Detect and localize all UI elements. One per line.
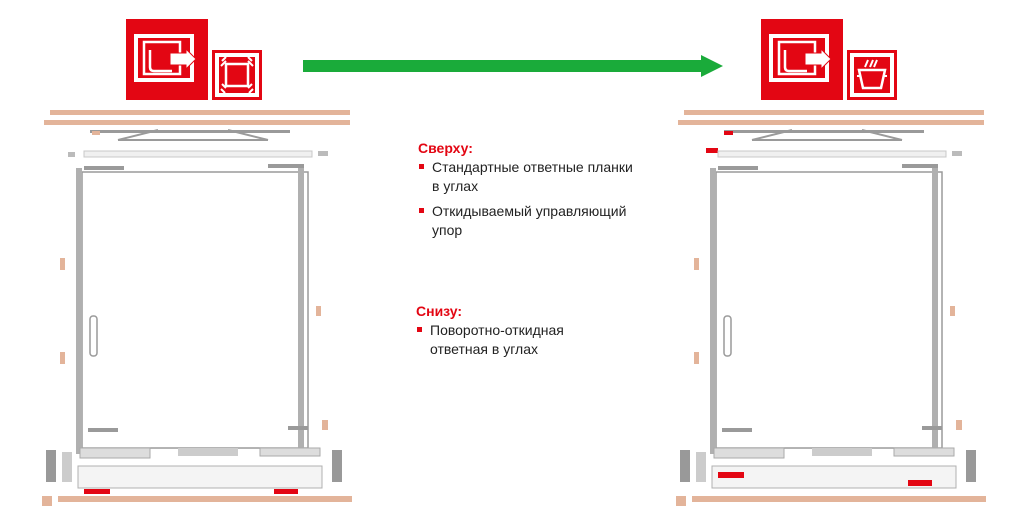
corner-strikers-icon <box>215 53 259 97</box>
list-item-text: Откидываемый управляющий упор <box>432 203 627 238</box>
right-small-icon <box>847 50 897 100</box>
arrow-right-icon <box>303 55 723 77</box>
right-main-icon <box>761 19 843 100</box>
list-item: Поворотно-откидная ответная в углах <box>416 321 616 359</box>
bullet-icon <box>417 327 422 332</box>
left-small-icon <box>212 50 262 100</box>
left-main-icon <box>126 19 208 100</box>
list-item: Стандартные ответные планки в углах <box>418 158 638 196</box>
list-item-text: Стандартные ответные планки в углах <box>432 159 633 194</box>
list-item-text: Поворотно-откидная ответная в углах <box>430 322 564 357</box>
top-section: Сверху: Стандартные ответные планки в уг… <box>418 140 638 246</box>
list-item: Откидываемый управляющий упор <box>418 202 638 240</box>
tilt-turn-window-icon <box>769 34 832 82</box>
bullet-icon <box>419 208 424 213</box>
bottom-section-heading: Снизу: <box>416 303 463 319</box>
tilt-turn-window-icon <box>134 34 197 82</box>
top-section-heading: Сверху: <box>418 140 473 156</box>
bullet-icon <box>419 164 424 169</box>
left-hardware-diagram <box>42 110 352 506</box>
tilt-stop-icon <box>850 53 894 97</box>
right-hardware-diagram <box>676 110 986 506</box>
bottom-section: Снизу: Поворотно-откидная ответная в угл… <box>416 303 616 365</box>
